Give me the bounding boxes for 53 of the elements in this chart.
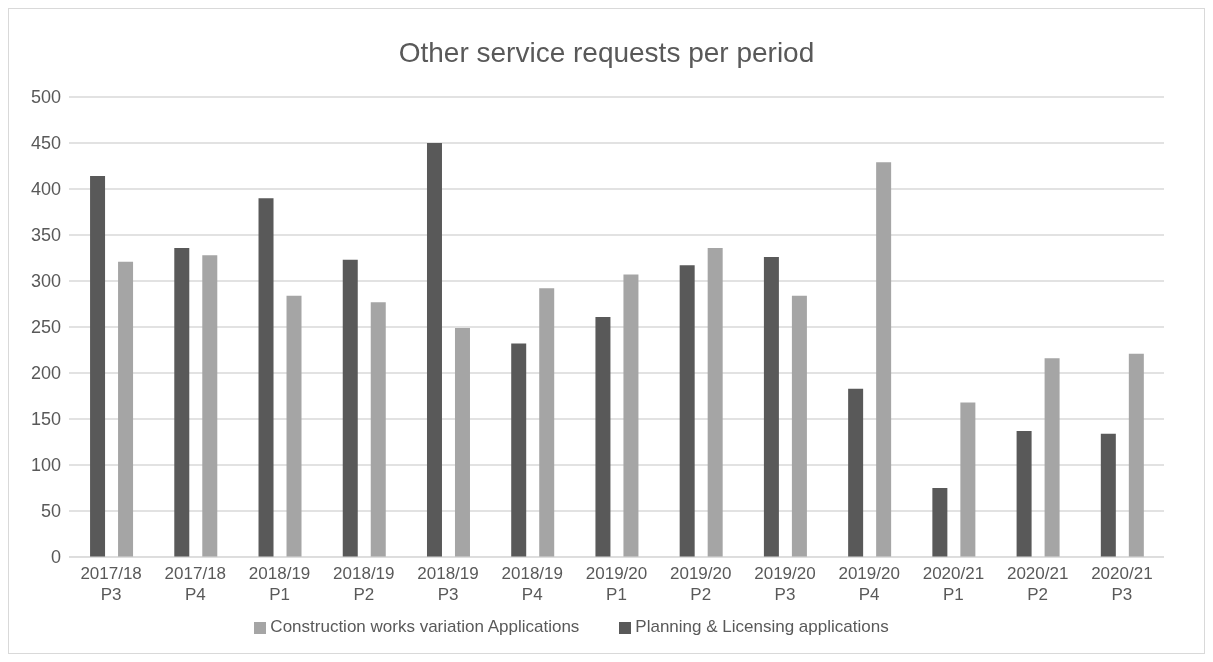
bar <box>679 265 695 557</box>
bar <box>960 402 976 557</box>
bar <box>426 143 442 557</box>
bar <box>342 259 358 557</box>
x-tick-label: 2020/21 P1 <box>922 564 985 604</box>
bar <box>623 274 639 557</box>
y-tick-label: 50 <box>40 501 61 522</box>
x-tick-label: 2017/18 P4 <box>164 564 227 604</box>
x-tick-label: 2019/20 P1 <box>585 564 648 604</box>
y-tick-label: 350 <box>30 225 61 246</box>
bar <box>932 488 948 557</box>
x-tick-label: 2018/19 P3 <box>417 564 479 604</box>
y-tick-label: 500 <box>30 87 61 108</box>
x-tick-label: 2019/20 P3 <box>754 564 816 604</box>
y-tick-label: 450 <box>30 133 61 154</box>
y-tick-label: 250 <box>30 317 61 338</box>
bar <box>511 343 527 557</box>
bar <box>258 198 274 557</box>
bar <box>876 162 892 557</box>
bar <box>791 295 807 557</box>
bar <box>118 261 134 557</box>
bar <box>1100 433 1116 557</box>
x-tick-label: 2019/20 P2 <box>670 564 732 604</box>
bar <box>595 316 611 557</box>
chart-title: Other service requests per period <box>397 36 816 70</box>
bar <box>454 327 470 557</box>
bar <box>1016 430 1032 557</box>
y-tick-label: 0 <box>50 547 61 568</box>
bar <box>1128 353 1144 557</box>
bar <box>286 295 302 557</box>
y-tick-label: 400 <box>30 179 61 200</box>
x-tick-label: 2020/21 P2 <box>1006 564 1069 604</box>
x-tick-label: 2018/19 P4 <box>501 564 563 604</box>
legend-label: Planning & Licensing applications <box>635 617 889 636</box>
bar <box>539 288 555 557</box>
x-tick-label: 2019/20 P4 <box>838 564 900 604</box>
bar <box>202 255 218 557</box>
legend-label: Construction works variation Applications <box>270 617 580 636</box>
bar <box>763 257 779 557</box>
x-tick-label: 2017/18 P3 <box>80 564 142 604</box>
y-tick-label: 100 <box>30 455 61 476</box>
x-tick-label: 2020/21 P3 <box>1091 564 1153 604</box>
bar <box>90 176 106 557</box>
x-tick-label: 2018/19 P2 <box>333 564 395 604</box>
bar <box>370 302 386 557</box>
y-tick-label: 150 <box>30 409 61 430</box>
x-tick-label: 2018/19 P1 <box>248 564 311 604</box>
y-tick-label: 300 <box>30 271 61 292</box>
y-tick-label: 200 <box>30 363 61 384</box>
bar <box>1044 358 1060 557</box>
bar <box>707 247 723 557</box>
bar <box>174 247 190 557</box>
bar <box>848 388 864 557</box>
